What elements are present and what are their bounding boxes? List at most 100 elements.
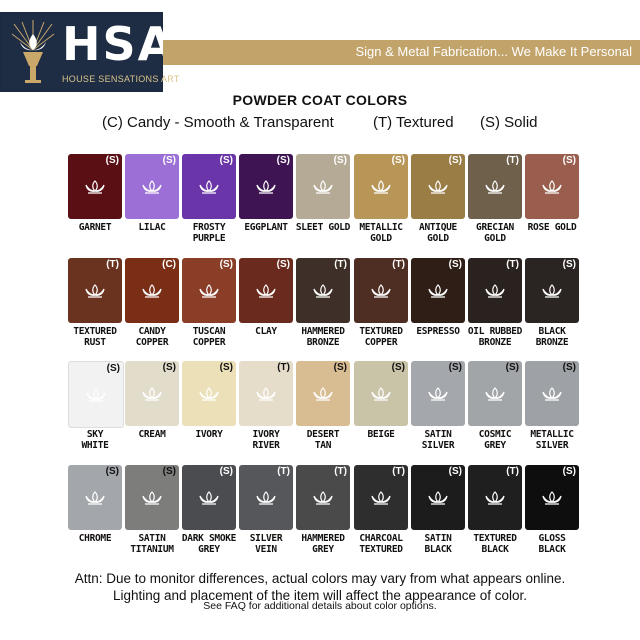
finish-code: (T) [334, 259, 347, 270]
swatch-label: SLEET GOLD [295, 222, 351, 233]
swatch-chip: (S) [182, 361, 236, 426]
swatch-label: TUSCAN COPPER [192, 326, 226, 348]
lotus-icon [428, 180, 448, 194]
swatch-label: SATIN TITANIUM [130, 533, 174, 555]
finish-code: (S) [448, 466, 462, 477]
finish-code: (T) [506, 155, 519, 166]
swatch-label: TEXTURED RUST [73, 326, 117, 348]
swatch-chip: (S) [525, 361, 579, 426]
swatch-chip: (T) [296, 465, 350, 530]
swatch-chip: (S) [411, 361, 465, 426]
swatch-chip: (C) [125, 258, 179, 323]
finish-code: (S) [219, 259, 233, 270]
finish-code: (S) [219, 362, 233, 373]
finish-code: (S) [162, 466, 176, 477]
swatch-chip: (S) [296, 361, 350, 426]
swatch-chip: (S) [68, 465, 122, 530]
swatch-label: LILAC [138, 222, 166, 233]
finish-code: (S) [105, 466, 119, 477]
swatch-chip: (T) [239, 361, 293, 426]
swatch-label: ESPRESSO [416, 326, 460, 337]
lotus-torch-icon [11, 20, 55, 83]
swatch-chip: (S) [125, 465, 179, 530]
finish-code: (S) [391, 155, 405, 166]
finish-code: (T) [506, 259, 519, 270]
lotus-icon [199, 284, 219, 298]
finish-code: (S) [448, 362, 462, 373]
legend-candy: (C) Candy - Smooth & Transparent [102, 114, 334, 131]
lotus-icon [542, 491, 562, 505]
swatch-chip: (S) [182, 258, 236, 323]
finish-code: (S) [391, 362, 405, 373]
finish-code: (S) [276, 259, 290, 270]
swatch-label: HAMMERED GREY [301, 533, 345, 555]
swatch-label: CANDY COPPER [135, 326, 169, 348]
swatch-chip: (T) [468, 154, 522, 219]
lotus-icon [371, 387, 391, 401]
finish-code: (T) [277, 466, 290, 477]
lotus-icon [542, 284, 562, 298]
swatch-label: CHROME [78, 533, 112, 544]
swatch-chip: (T) [239, 465, 293, 530]
swatch-chip: (S) [354, 361, 408, 426]
lotus-icon [199, 491, 219, 505]
swatch-label: FROSTY PURPLE [192, 222, 226, 244]
swatch-chip: (S) [525, 258, 579, 323]
lotus-icon [428, 387, 448, 401]
lotus-icon [199, 387, 219, 401]
swatch-label: IVORY [195, 429, 223, 440]
finish-code: (S) [333, 155, 347, 166]
finish-code: (S) [562, 155, 576, 166]
swatch-chip: (S) [125, 361, 179, 426]
finish-code: (T) [506, 466, 519, 477]
swatch-label: SKY WHITE [81, 429, 109, 451]
lotus-icon [313, 491, 333, 505]
tagline: Sign & Metal Fabrication... We Make It P… [355, 44, 633, 59]
swatch-chip: (S) [239, 258, 293, 323]
swatch-label: CLAY [255, 326, 277, 337]
swatch-label: GRECIAN GOLD [476, 222, 514, 244]
lotus-icon [313, 284, 333, 298]
swatch-label: GARNET [78, 222, 112, 233]
swatch-label: TEXTURED COPPER [359, 326, 403, 348]
lotus-icon [485, 284, 505, 298]
faq-note: See FAQ for additional details about col… [203, 600, 437, 612]
swatch-chip: (S) [411, 465, 465, 530]
swatch-label: TEXTURED BLACK [473, 533, 517, 555]
lotus-icon [256, 387, 276, 401]
lotus-icon [371, 491, 391, 505]
lotus-icon [142, 284, 162, 298]
swatch-chip: (S) [182, 154, 236, 219]
swatch-label: IVORY RIVER [252, 429, 280, 451]
swatch-label: ANTIQUE GOLD [419, 222, 457, 244]
lotus-icon [485, 387, 505, 401]
finish-code: (S) [276, 155, 290, 166]
finish-code: (T) [277, 362, 290, 373]
finish-code: (S) [333, 362, 347, 373]
swatch-chip: (T) [354, 465, 408, 530]
swatch-label: METALLIC SILVER [530, 429, 574, 451]
swatch-label: SATIN SILVER [421, 429, 455, 451]
swatch-chip: (S) [68, 154, 122, 219]
page-title: POWDER COAT COLORS [232, 92, 408, 108]
lotus-icon [371, 180, 391, 194]
swatch-label: BLACK BRONZE [535, 326, 569, 348]
swatch-label: COSMIC GREY [478, 429, 512, 451]
lotus-icon [485, 180, 505, 194]
lotus-icon [199, 180, 219, 194]
lotus-icon [85, 180, 105, 194]
lotus-icon [428, 284, 448, 298]
swatch-chip: (S) [296, 154, 350, 219]
swatch-label: GLOSS BLACK [538, 533, 566, 555]
lotus-icon [256, 180, 276, 194]
logo[interactable]: HSA HOUSE SENSATIONS ART [0, 12, 179, 92]
swatch-label: METALLIC GOLD [359, 222, 403, 244]
finish-code: (T) [106, 259, 119, 270]
finish-code: (S) [162, 362, 176, 373]
finish-code: (S) [162, 155, 176, 166]
brand-subtitle: HOUSE SENSATIONS ART [62, 74, 180, 84]
lotus-icon [142, 180, 162, 194]
finish-code: (S) [562, 362, 576, 373]
swatch-chip: (T) [68, 258, 122, 323]
finish-code: (C) [162, 259, 176, 270]
